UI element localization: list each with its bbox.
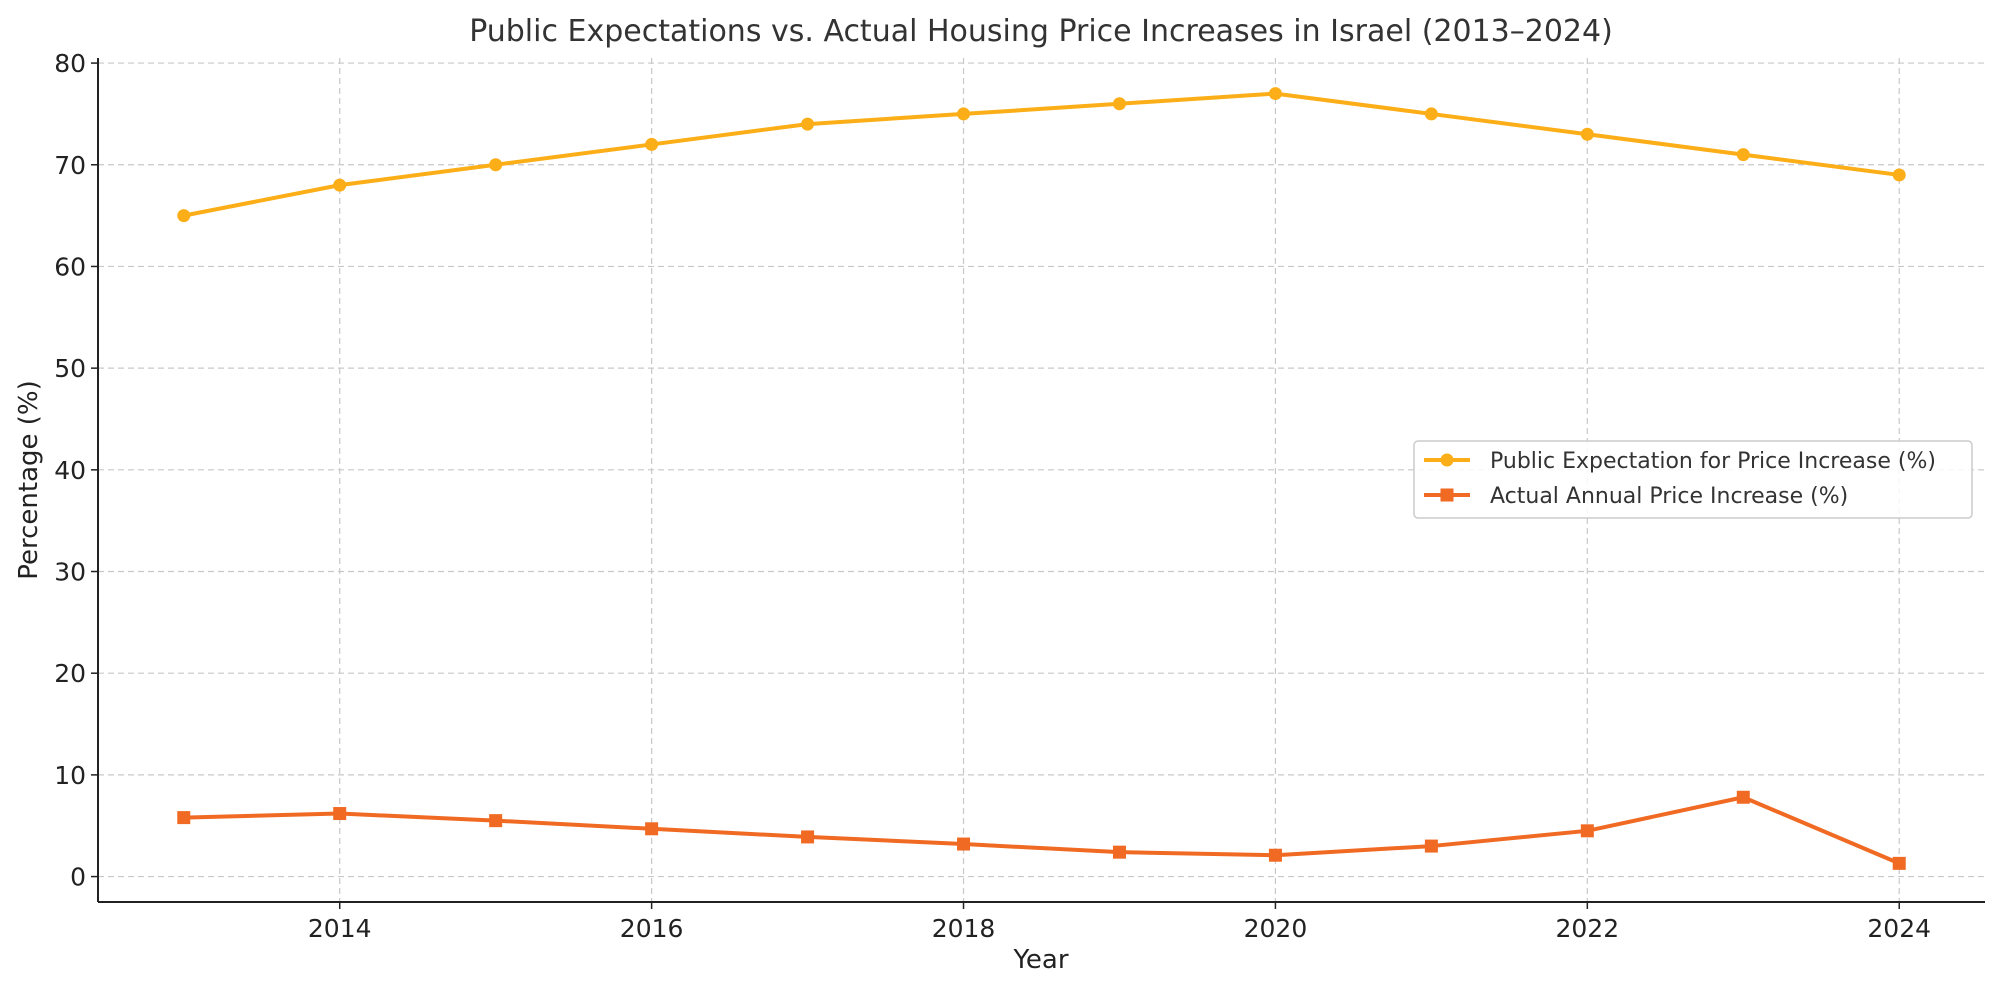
x-tick-label-2022: 2022: [1556, 914, 1620, 943]
y-tick-label-0: 0: [70, 863, 86, 892]
data-point-0-2013: [177, 209, 191, 223]
x-ticks: 2014 2016 2018 2020 2022 2024: [308, 902, 1931, 943]
data-point-1-2013: [177, 811, 191, 825]
data-point-1-2024: [1892, 856, 1906, 870]
x-tick-label-2014: 2014: [308, 914, 372, 943]
legend-label-expectation: Public Expectation for Price Increase (%…: [1490, 449, 1936, 474]
data-point-1-2015: [489, 814, 503, 828]
y-tick-label-50: 50: [54, 354, 86, 383]
y-tick-label-20: 20: [54, 659, 86, 688]
legend-marker-square: [1440, 488, 1454, 502]
series-line-0: [181, 91, 1902, 218]
data-point-0-2023: [1736, 148, 1750, 162]
x-tick-label-2018: 2018: [932, 914, 996, 943]
y-ticks: 0 10 20 30 40 50 60 70 80: [54, 49, 98, 892]
data-point-1-2022: [1580, 824, 1594, 838]
chart-title: Public Expectations vs. Actual Housing P…: [469, 14, 1613, 49]
x-tick-label-2020: 2020: [1244, 914, 1308, 943]
data-point-1-2019: [1112, 845, 1126, 859]
legend-entry-actual: Actual Annual Price Increase (%): [1424, 484, 1848, 509]
y-axis-label: Percentage (%): [14, 380, 44, 580]
data-point-0-2014: [333, 178, 347, 192]
y-tick-label-30: 30: [54, 558, 86, 587]
y-tick-label-80: 80: [54, 49, 86, 78]
series-0: [177, 87, 1906, 223]
data-point-1-2020: [1268, 848, 1282, 862]
data-point-0-2016: [645, 137, 659, 151]
data-point-0-2017: [801, 117, 815, 131]
legend-marker-circle: [1440, 453, 1454, 467]
y-tick-label-10: 10: [54, 761, 86, 790]
legend-box: [1413, 440, 1973, 519]
y-tick-label-40: 40: [54, 456, 86, 485]
series-1: [177, 790, 1906, 870]
data-point-0-2019: [1112, 97, 1126, 111]
data-point-1-2017: [801, 830, 815, 844]
data-point-1-2016: [645, 822, 659, 836]
x-tick-label-2024: 2024: [1867, 914, 1931, 943]
data-point-0-2015: [489, 158, 503, 172]
data-point-0-2018: [957, 107, 971, 121]
legend: Public Expectation for Price Increase (%…: [1413, 440, 1973, 519]
y-tick-label-70: 70: [54, 151, 86, 180]
axes-spines: [97, 58, 1985, 903]
data-point-0-2021: [1424, 107, 1438, 121]
x-axis-label: Year: [1012, 945, 1068, 975]
series-group: [177, 87, 1906, 870]
data-point-0-2022: [1580, 127, 1594, 141]
data-point-1-2021: [1424, 839, 1438, 853]
series-line-1: [181, 795, 1902, 866]
y-tick-label-60: 60: [54, 252, 86, 281]
legend-label-actual: Actual Annual Price Increase (%): [1490, 484, 1848, 509]
data-point-0-2020: [1268, 87, 1282, 101]
x-tick-label-2016: 2016: [620, 914, 684, 943]
data-point-1-2023: [1736, 790, 1750, 804]
data-point-1-2014: [333, 807, 347, 821]
data-point-0-2024: [1892, 168, 1906, 182]
legend-entry-expectation: Public Expectation for Price Increase (%…: [1424, 449, 1936, 474]
data-point-1-2018: [957, 837, 971, 851]
